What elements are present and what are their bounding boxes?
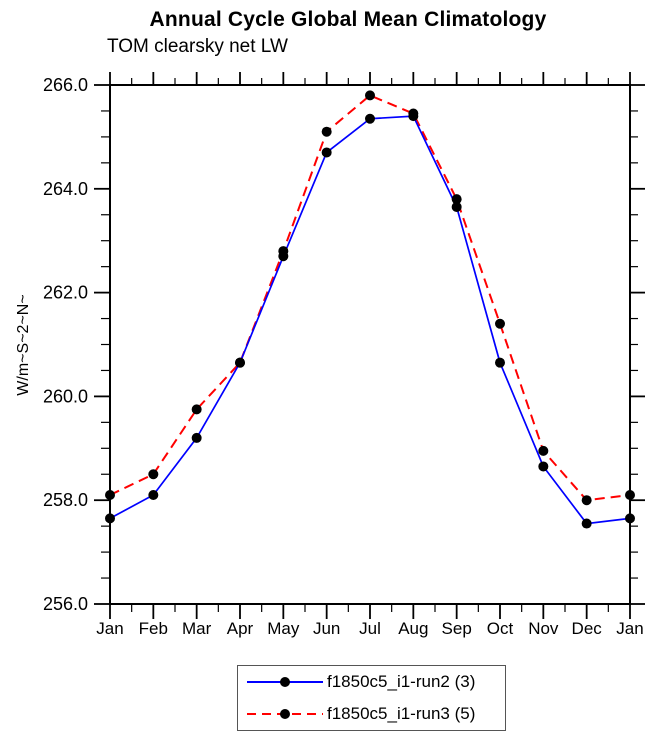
y-tick-label: 260.0 [43,386,88,406]
x-tick-label: Jan [616,619,643,638]
data-point-marker [365,90,375,101]
data-point-marker [321,147,332,158]
data-point-marker [625,490,635,501]
legend-line-sample-red [247,708,323,720]
data-point-marker [148,490,159,501]
x-tick-label: Aug [398,619,428,638]
y-tick-label: 264.0 [43,179,88,199]
data-point-marker [191,432,202,443]
legend-entry-run3: f1850c5_i1-run3 (5) [238,698,505,730]
y-tick-label: 258.0 [43,490,88,510]
data-point-marker [408,108,419,119]
y-tick-label: 262.0 [43,283,88,303]
data-point-marker [321,126,332,137]
series-line-red-dashed [109,94,631,502]
x-tick-label: Nov [528,619,559,638]
data-point-marker [451,194,462,205]
y-tick-label: 256.0 [43,594,88,614]
data-point-marker [538,461,549,472]
chart-subtitle: TOM clearsky net LW [107,36,288,57]
marker-dot-icon [280,677,290,687]
legend-line-sample-blue [247,676,323,688]
x-tick-label: Oct [487,619,514,638]
x-tick-label: Jul [359,619,381,638]
x-tick-label: Mar [182,619,212,638]
series-line-blue-solid [109,115,631,525]
data-point-marker [451,201,462,212]
data-point-marker [365,113,375,124]
chart-title: Annual Cycle Global Mean Climatology [149,8,547,31]
data-point-marker [495,357,505,368]
data-point-marker [495,318,505,329]
legend-label-run2: f1850c5_i1-run2 (3) [327,672,476,691]
data-point-marker [625,513,635,524]
x-tick-label: Dec [572,619,603,638]
legend: f1850c5_i1-run2 (3) f1850c5_i1-run3 (5) [237,665,506,731]
data-point-marker [105,490,115,501]
data-point-marker [105,513,115,524]
x-tick-label: Jun [313,619,340,638]
x-tick-label: May [267,619,300,638]
legend-entry-run2: f1850c5_i1-run2 (3) [238,666,505,698]
data-point-marker [581,495,592,506]
x-tick-label: Jan [96,619,123,638]
data-point-marker [148,469,159,480]
x-tick-label: Apr [227,619,254,638]
x-tick-label: Sep [442,619,472,638]
x-tick-label: Feb [139,619,168,638]
data-point-marker [581,518,592,529]
y-tick-label: 266.0 [43,75,88,95]
legend-label-run3: f1850c5_i1-run3 (5) [327,704,476,723]
data-point-marker [235,357,245,368]
data-point-marker [538,445,549,456]
data-point-marker [278,246,289,257]
marker-dot-icon [280,709,290,719]
data-point-marker [191,404,202,415]
